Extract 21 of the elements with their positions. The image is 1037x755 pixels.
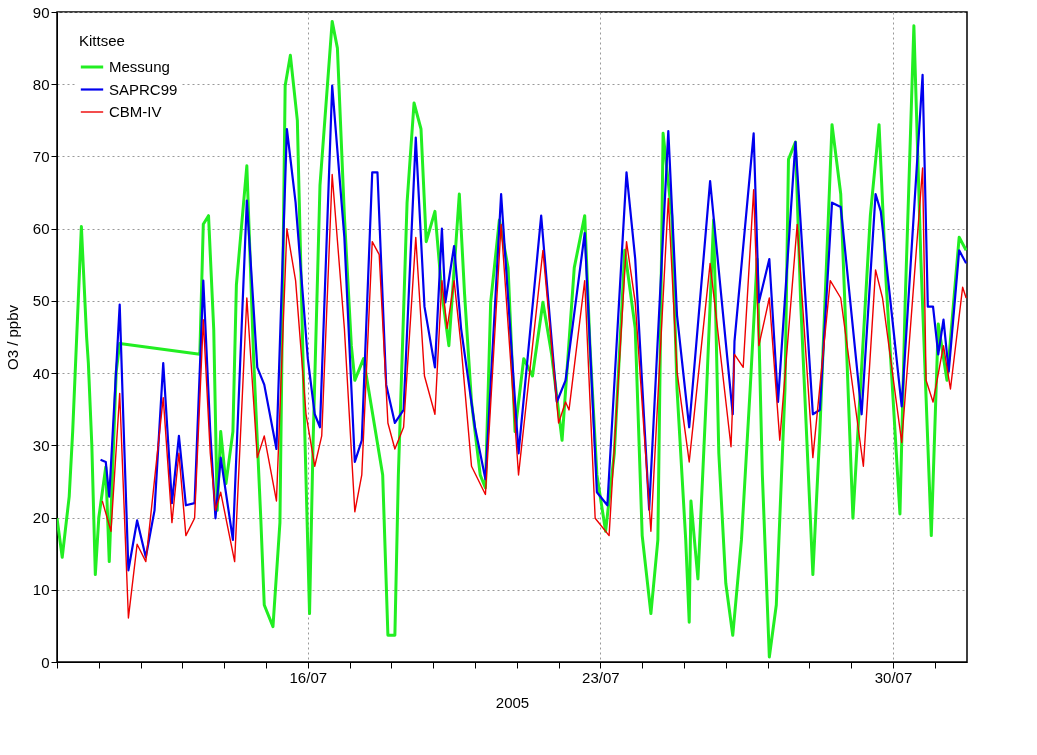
legend-title: Kittsee: [79, 32, 125, 49]
y-tick-label: 60: [32, 220, 50, 238]
y-tick-label: 90: [32, 3, 50, 21]
x-tick-label: 16/07: [289, 668, 328, 686]
x-axis-title: 2005: [495, 693, 530, 711]
line-series: [101, 167, 967, 619]
y-tick-label: 20: [32, 509, 50, 527]
y-tick-label: 50: [32, 292, 50, 310]
legend-label: Messung: [109, 58, 170, 75]
y-tick-label: 70: [32, 147, 50, 165]
y-axis-title: O3 / ppbv: [3, 304, 21, 371]
legend-label: CBM-IV: [109, 103, 162, 120]
y-tick-label: 0: [41, 653, 50, 671]
y-tick-label: 80: [32, 75, 50, 93]
x-tick-label: 30/07: [874, 668, 913, 686]
y-tick-label: 10: [32, 581, 50, 599]
line-series: [99, 73, 967, 572]
y-tick-label: 30: [32, 436, 50, 454]
x-tick-label: 23/07: [582, 668, 620, 686]
legend-label: SAPRC99: [109, 80, 178, 98]
y-tick-label: 40: [32, 364, 50, 382]
